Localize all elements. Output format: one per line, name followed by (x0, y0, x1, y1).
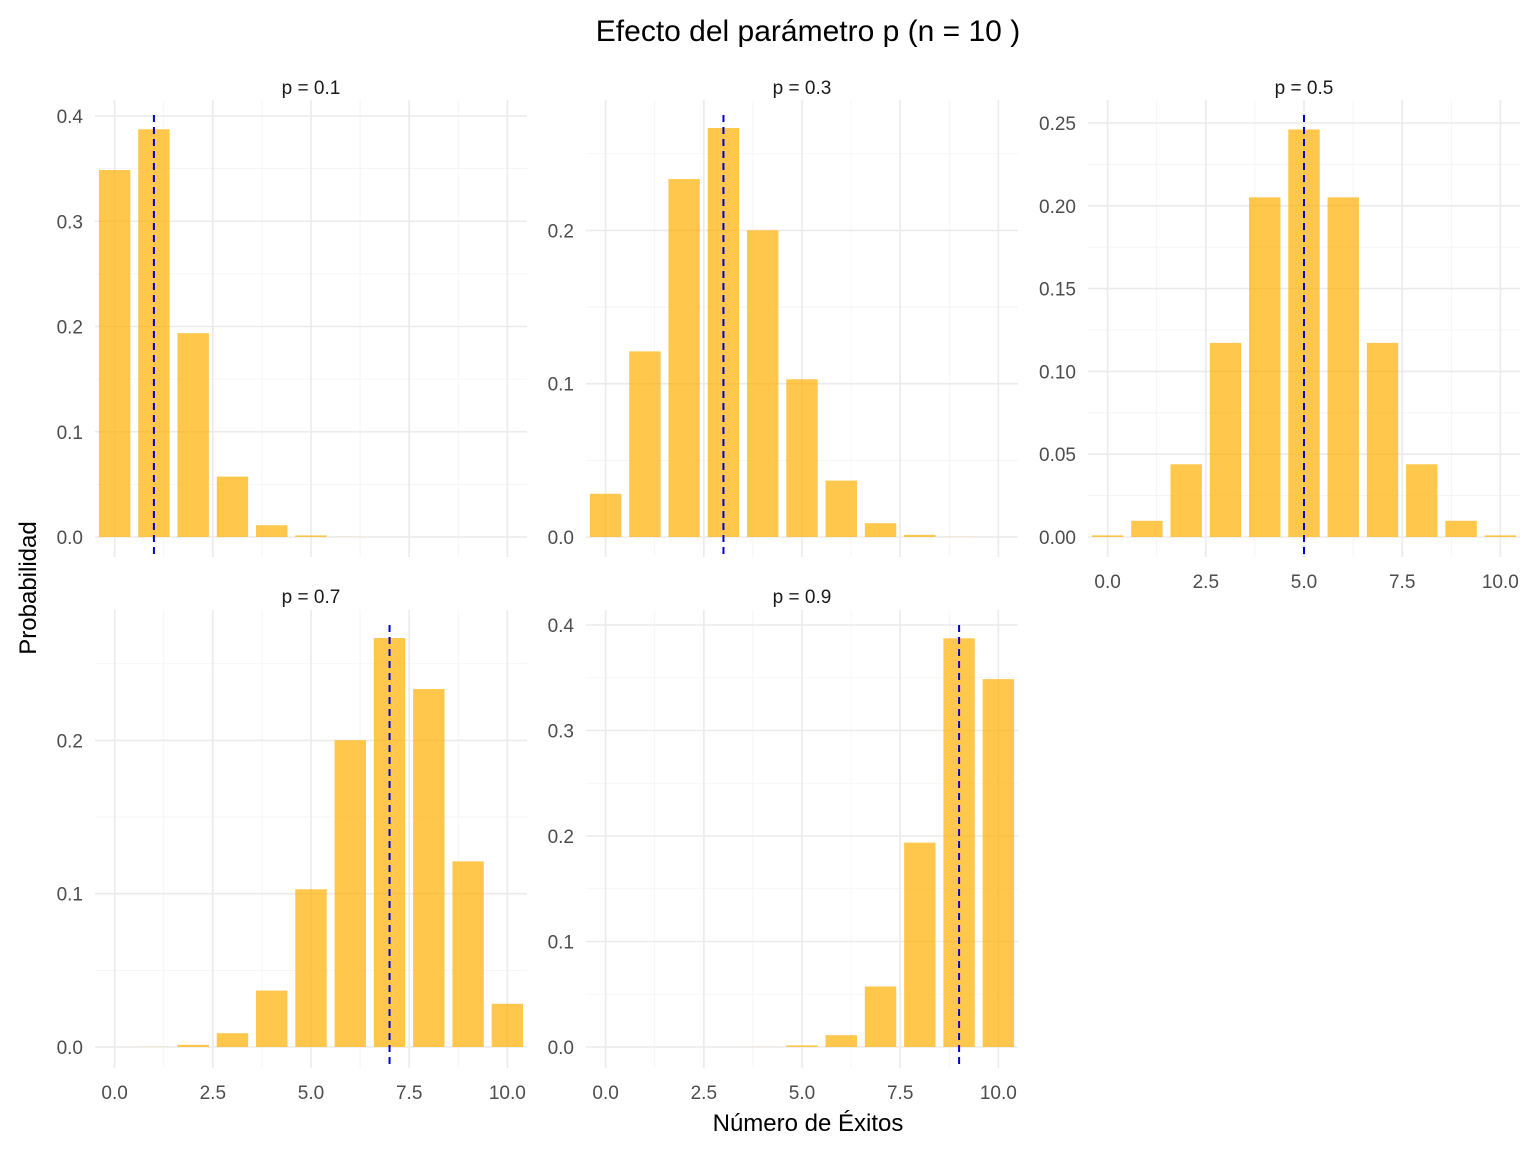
bar (825, 1035, 857, 1047)
bar (177, 1044, 209, 1047)
x-tick-label: 0.0 (1094, 572, 1120, 593)
bar (629, 351, 661, 537)
bar (1131, 520, 1163, 537)
y-tick-label: 0.05 (1039, 445, 1076, 466)
facet-panel-1: p = 0.1 0.0 0.1 0.2 0.3 0.4 (57, 78, 527, 557)
bar (982, 679, 1015, 1047)
x-tick-label: 5.0 (298, 1083, 324, 1104)
x-tick-label: 7.5 (1389, 572, 1415, 593)
y-tick-label: 0.2 (57, 731, 83, 752)
y-tick-label: 0.0 (548, 1038, 574, 1059)
bar (1091, 535, 1124, 537)
x-tick-label: 10.0 (489, 1083, 526, 1104)
bar (1209, 342, 1242, 537)
y-tick-label: 0.0 (57, 528, 83, 549)
bar (668, 179, 700, 538)
y-tick-label: 0.2 (548, 827, 574, 848)
y-tick-label: 0.15 (1039, 280, 1076, 301)
x-tick-label: 2.5 (1193, 572, 1219, 593)
bar (904, 842, 936, 1047)
y-tick-label: 0.0 (548, 528, 574, 549)
bar (452, 861, 484, 1047)
bar (825, 480, 857, 537)
y-tick-label: 0.0 (57, 1038, 83, 1059)
x-axis-label: Número de Éxitos (713, 1110, 904, 1137)
y-tick-label: 0.4 (548, 616, 575, 637)
y-tick-label: 0.2 (57, 318, 83, 339)
y-tick-label: 0.2 (548, 221, 574, 242)
y-tick-label: 0.3 (57, 212, 83, 233)
x-tick-label: 0.0 (101, 1083, 127, 1104)
facet-strip-label: p = 0.3 (773, 78, 832, 99)
bar (1484, 535, 1517, 537)
y-tick-label: 0.4 (57, 107, 84, 128)
facet-strip-label: p = 0.1 (282, 78, 341, 99)
facet-panel-3: p = 0.5 0.00 0.05 0.10 0.15 0.20 0.25 0.0 2.5 5.0… (1039, 78, 1520, 593)
y-tick-label: 0.1 (548, 933, 574, 954)
bar (1445, 520, 1477, 537)
bar (491, 1003, 524, 1047)
facet-strip-label: p = 0.7 (282, 587, 341, 608)
facet-strip-label: p = 0.5 (1275, 78, 1334, 99)
x-tick-label: 2.5 (200, 1083, 226, 1104)
y-tick-label: 0.25 (1039, 114, 1076, 135)
y-tick-label: 0.1 (57, 885, 83, 906)
y-tick-label: 0.00 (1039, 528, 1076, 549)
facet-panel-2: p = 0.3 0.0 0.1 0.2 (548, 78, 1018, 557)
bar (589, 493, 622, 537)
bar (904, 534, 936, 537)
bar (295, 535, 327, 537)
bar (177, 333, 209, 537)
facet-strip-label: p = 0.9 (773, 587, 832, 608)
y-tick-label: 0.1 (57, 423, 83, 444)
bar (786, 379, 818, 537)
x-tick-label: 5.0 (1291, 572, 1317, 593)
bar (216, 1033, 249, 1047)
y-axis-label: Probabilidad (15, 521, 42, 654)
chart-title: Efecto del parámetro p (n = 10 ) (596, 15, 1020, 48)
bar (334, 740, 366, 1047)
bar (256, 990, 288, 1047)
x-tick-label: 0.0 (592, 1083, 618, 1104)
bar (786, 1045, 818, 1047)
bar (413, 689, 445, 1047)
x-tick-label: 7.5 (396, 1083, 422, 1104)
bar (864, 986, 897, 1047)
x-tick-label: 2.5 (691, 1083, 717, 1104)
facet-panel-5: p = 0.9 0.0 0.1 0.2 0.3 0.4 0.0 2.5 5.0 7.5 10.0 (548, 587, 1018, 1104)
bar (1327, 197, 1359, 537)
bar (256, 525, 288, 537)
y-tick-label: 0.20 (1039, 197, 1076, 218)
facet-panels: p = 0.10.00.10.20.30.4p = 0.30.00.10.2p … (57, 78, 1520, 1104)
bar (1406, 464, 1438, 537)
x-tick-label: 10.0 (1482, 572, 1519, 593)
bar (1249, 197, 1281, 537)
y-tick-label: 0.1 (548, 375, 574, 396)
bar (295, 889, 327, 1047)
bar (864, 523, 897, 537)
x-tick-label: 5.0 (789, 1083, 815, 1104)
bar (747, 230, 779, 537)
bar (216, 476, 249, 537)
y-tick-label: 0.3 (548, 722, 574, 743)
y-tick-label: 0.10 (1039, 362, 1076, 383)
bar (1170, 464, 1202, 537)
x-tick-label: 10.0 (980, 1083, 1017, 1104)
bar (1366, 342, 1399, 537)
facet-panel-4: p = 0.7 0.0 0.1 0.2 0.0 2.5 5.0 7.5 10.0 (57, 587, 527, 1104)
bar (98, 169, 131, 537)
x-tick-label: 7.5 (887, 1083, 913, 1104)
